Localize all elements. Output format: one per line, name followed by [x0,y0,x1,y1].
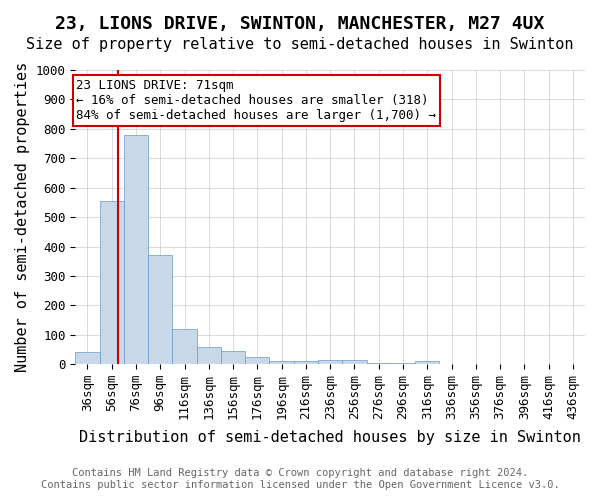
Bar [221,351,245,364]
Bar [197,346,221,364]
Bar [124,134,148,364]
X-axis label: Distribution of semi-detached houses by size in Swinton: Distribution of semi-detached houses by … [79,430,581,445]
Bar [391,362,415,364]
Text: 23, LIONS DRIVE, SWINTON, MANCHESTER, M27 4UX: 23, LIONS DRIVE, SWINTON, MANCHESTER, M2… [55,15,545,33]
Bar [75,352,100,364]
Bar [367,362,391,364]
Bar [342,360,367,364]
Text: Size of property relative to semi-detached houses in Swinton: Size of property relative to semi-detach… [26,38,574,52]
Bar [318,360,342,364]
Bar [148,256,172,364]
Text: 23 LIONS DRIVE: 71sqm
← 16% of semi-detached houses are smaller (318)
84% of sem: 23 LIONS DRIVE: 71sqm ← 16% of semi-deta… [76,79,436,122]
Y-axis label: Number of semi-detached properties: Number of semi-detached properties [15,62,30,372]
Bar [269,361,294,364]
Bar [245,357,269,364]
Bar [100,201,124,364]
Text: Contains HM Land Registry data © Crown copyright and database right 2024.
Contai: Contains HM Land Registry data © Crown c… [41,468,559,490]
Bar [294,361,318,364]
Bar [415,361,439,364]
Bar [172,329,197,364]
